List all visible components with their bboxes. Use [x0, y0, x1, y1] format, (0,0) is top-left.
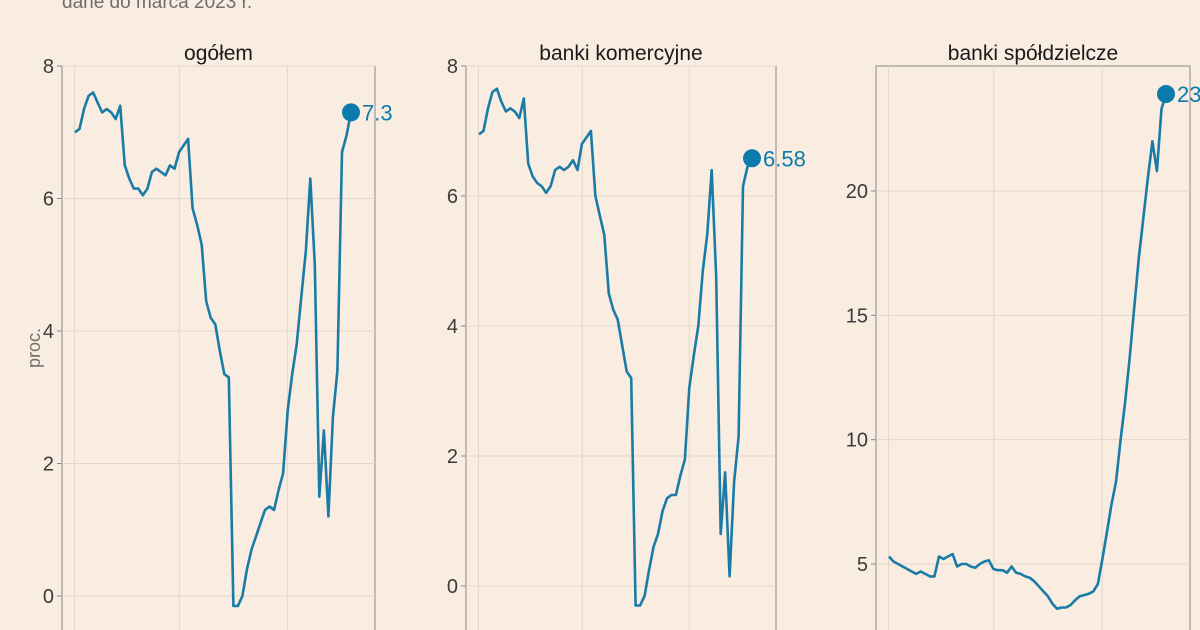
end-point-marker	[342, 103, 360, 122]
y-axis-label: proc.	[24, 328, 44, 368]
series-line	[74, 91, 353, 608]
end-value-label: 23.9	[1177, 82, 1200, 107]
y-tick-label: 0	[447, 576, 458, 598]
y-tick-label: 5	[857, 554, 868, 576]
y-tick-label: 2	[43, 454, 54, 476]
y-tick-label: 20	[846, 181, 868, 203]
y-tick-label: 4	[447, 316, 458, 338]
y-tick-label: 10	[846, 430, 868, 452]
panel-title: banki komercyjne	[539, 42, 702, 65]
chart-panel-1: 0 2 4 6 8 ogółem proc. 7.3	[24, 42, 393, 630]
y-tick-label: 2	[447, 446, 458, 468]
y-tick-label: 4	[43, 321, 54, 343]
chart-panel-3: 5 10 15 20 banki spółdzielcze 23.9	[846, 42, 1200, 630]
end-value-label: 6.58	[763, 146, 806, 171]
series-line	[478, 87, 754, 607]
chart-subtitle: dane do marca 2023 r.	[62, 0, 253, 13]
panel-title: banki spółdzielcze	[948, 42, 1118, 65]
y-tick-label: 0	[43, 586, 54, 608]
plot-frame	[875, 65, 1191, 630]
end-point-marker	[1157, 85, 1175, 104]
y-tick-label: 15	[846, 305, 868, 327]
y-tick-label: 6	[447, 186, 458, 208]
end-value-label: 7.3	[362, 100, 393, 125]
series-line	[888, 93, 1168, 611]
y-tick-label: 8	[447, 56, 458, 78]
y-tick-label: 8	[43, 56, 54, 78]
end-point-marker	[743, 149, 761, 168]
chart-panel-2: 0 2 4 6 8 banki komercyjne 6.58	[447, 42, 806, 630]
panel-title: ogółem	[184, 42, 253, 65]
y-tick-label: 6	[43, 189, 54, 211]
